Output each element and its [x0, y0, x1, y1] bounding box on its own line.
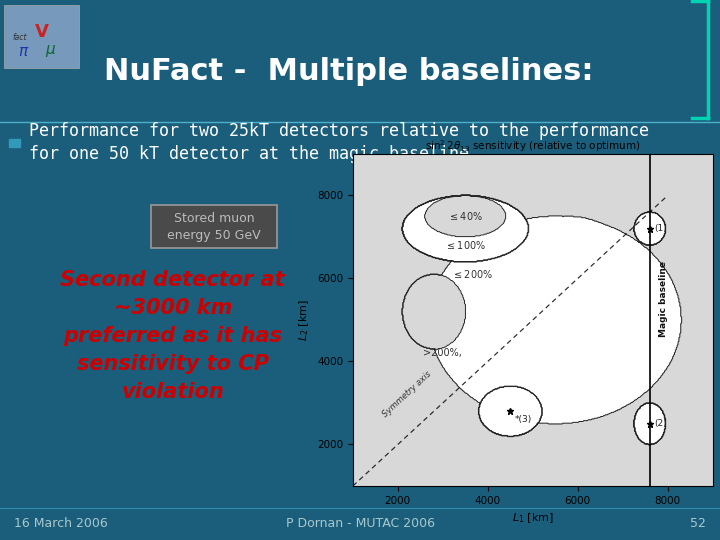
Text: $\mu$: $\mu$: [45, 43, 56, 59]
Text: *(3): *(3): [515, 415, 532, 424]
Y-axis label: $L_2$ [km]: $L_2$ [km]: [297, 299, 311, 341]
FancyBboxPatch shape: [151, 205, 277, 248]
Text: $\pi$: $\pi$: [18, 44, 30, 59]
Text: NuFact -  Multiple baselines:: NuFact - Multiple baselines:: [104, 57, 594, 86]
Text: Performance for two 25kT detectors relative to the performance: Performance for two 25kT detectors relat…: [29, 122, 649, 140]
FancyBboxPatch shape: [4, 5, 79, 68]
Text: P Dornan - MUTAC 2006: P Dornan - MUTAC 2006: [286, 517, 434, 530]
Text: Magic baseline: Magic baseline: [659, 261, 668, 337]
Text: >200%,: >200%,: [423, 348, 462, 358]
Text: fact: fact: [13, 33, 27, 42]
Text: 16 March 2006: 16 March 2006: [14, 517, 108, 530]
Title: $\sin^2 2\theta_{13}$ sensitivity (relative to optimum): $\sin^2 2\theta_{13}$ sensitivity (relat…: [425, 138, 641, 154]
Text: for one 50 kT detector at the magic baseline: for one 50 kT detector at the magic base…: [29, 145, 469, 163]
Text: Symmetry axis: Symmetry axis: [381, 370, 433, 420]
Text: $\leq$100%: $\leq$100%: [445, 239, 486, 251]
Bar: [9, 139, 20, 147]
Text: 52: 52: [690, 517, 706, 530]
Text: (2): (2): [654, 419, 667, 428]
Text: $\mathbf{V}$: $\mathbf{V}$: [34, 23, 50, 42]
Text: $\leq$40%: $\leq$40%: [448, 210, 483, 222]
Text: $\leq$200%: $\leq$200%: [452, 268, 493, 280]
X-axis label: $L_1$ [km]: $L_1$ [km]: [512, 511, 554, 525]
Text: (1): (1): [654, 224, 667, 233]
Text: Second detector at
~3000 km
preferred as it has
sensitivity to CP
violation: Second detector at ~3000 km preferred as…: [60, 270, 285, 402]
Text: Stored muon
energy 50 GeV: Stored muon energy 50 GeV: [167, 212, 261, 242]
